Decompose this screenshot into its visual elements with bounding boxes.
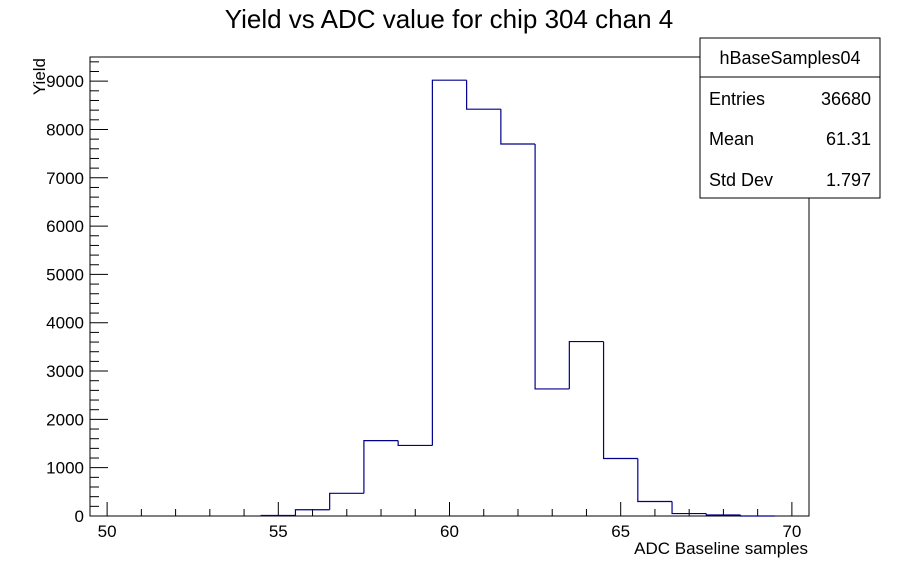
histogram-bin <box>364 441 398 494</box>
y-axis-label: Yield <box>30 58 49 95</box>
y-tick-label: 3000 <box>46 362 84 381</box>
y-tick-label: 8000 <box>46 120 84 139</box>
x-tick-label: 60 <box>440 522 459 541</box>
histogram-bin <box>467 80 501 109</box>
x-axis-label: ADC Baseline samples <box>634 539 808 558</box>
y-tick-label: 7000 <box>46 169 84 188</box>
histogram-bin <box>638 459 672 502</box>
chart-title: Yield vs ADC value for chip 304 chan 4 <box>225 4 674 34</box>
y-tick-label: 5000 <box>46 265 84 284</box>
x-tick-label: 50 <box>98 522 117 541</box>
stats-box: hBaseSamples04 Entries 36680 Mean 61.31 … <box>700 38 880 198</box>
histogram-bin <box>535 144 569 389</box>
histogram-bin <box>604 342 638 459</box>
y-tick-label: 6000 <box>46 217 84 236</box>
stats-stddev-label: Std Dev <box>709 170 773 190</box>
histogram-bins <box>261 80 775 516</box>
histogram-bin <box>432 80 466 445</box>
stats-mean-label: Mean <box>709 129 754 149</box>
histogram-bin <box>569 342 603 389</box>
x-tick-label: 65 <box>611 522 630 541</box>
y-tick-label: 4000 <box>46 314 84 333</box>
stats-entries-label: Entries <box>709 89 765 109</box>
histogram-bin <box>330 493 364 509</box>
y-tick-label: 2000 <box>46 410 84 429</box>
y-tick-label: 9000 <box>46 72 84 91</box>
histogram-bin <box>501 109 535 144</box>
y-axis-ticks: 0 1000 2000 3000 4000 5000 6000 7000 8000 9000 <box>46 62 108 526</box>
stats-stddev-value: 1.797 <box>826 170 871 190</box>
histogram-bin <box>398 441 432 446</box>
stats-box-name: hBaseSamples04 <box>719 48 860 68</box>
y-tick-label: 0 <box>75 507 84 526</box>
stats-entries-value: 36680 <box>821 89 871 109</box>
x-tick-label: 55 <box>269 522 288 541</box>
y-tick-label: 1000 <box>46 459 84 478</box>
stats-mean-value: 61.31 <box>826 129 871 149</box>
